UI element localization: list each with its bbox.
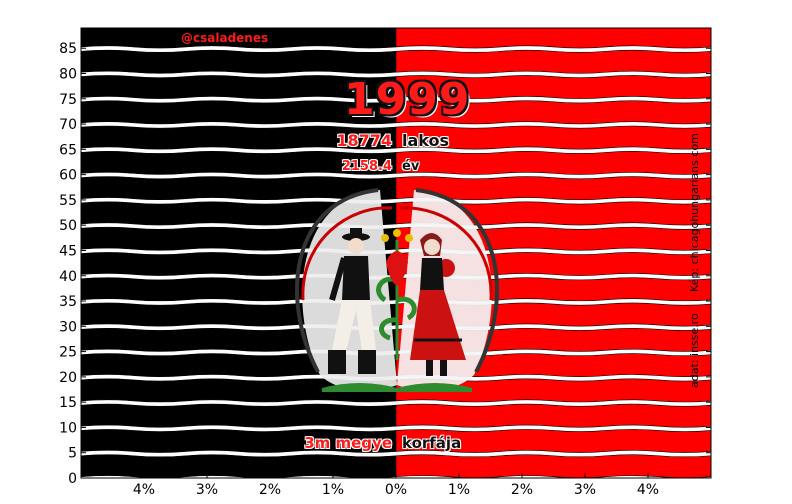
y-tick-label: 15 [59,395,77,411]
bar-right-age-10 [395,403,711,428]
y-tick-label: 65 [59,142,77,158]
bar-right-age-55 [395,176,711,201]
bar-right-age-5 [395,429,711,453]
bar-right-age-75 [395,75,711,99]
bar-right-age-65 [395,125,711,150]
population-unit: lakos [402,131,450,150]
data-credit: adat: insse.ro [688,313,701,388]
y-tick-label: 20 [59,370,77,386]
y-tick-label: 40 [59,269,77,285]
y-axis: 0 5 10 15 20 25 30 35 40 45 50 55 60 65 70 75 80 85 [59,41,711,487]
image-credit: Kép: chicagohungarians.com [688,133,701,292]
bar-right-age-15 [395,378,711,403]
x-tick-label: 3% [574,482,596,498]
x-tick-label: 2% [259,482,281,498]
y-tick-label: 85 [59,41,77,57]
y-tick-label: 50 [59,218,77,234]
caption-right: korfája [402,434,462,452]
bar-left-age-0 [81,454,397,478]
y-tick-label: 10 [59,420,77,436]
y-tick-label: 60 [59,168,77,184]
bar-left-age-80 [81,49,397,74]
y-tick-label: 35 [59,294,77,310]
y-tick-label: 0 [68,471,77,487]
y-tick-label: 5 [68,446,77,462]
y-tick-label: 45 [59,243,77,259]
bar-left-age-10 [81,403,397,428]
y-tick-label: 55 [59,193,77,209]
bar-right-age-85 [395,28,711,49]
x-tick-label: 1% [322,482,344,498]
x-tick-label: 4% [637,482,659,498]
chart-title-year: 1999 [344,74,471,125]
population-value: 18774 [336,131,392,150]
x-tick-label: 3% [196,482,218,498]
x-tick-label: 2% [511,482,533,498]
y-tick-label: 30 [59,319,77,335]
bar-right-age-70 [395,100,711,125]
bar-right-age-0 [395,454,711,478]
y-tick-label: 70 [59,117,77,133]
y-tick-label: 80 [59,67,77,83]
bar-right-age-80 [395,49,711,74]
x-tick-label: 4% [133,482,155,498]
y-tick-label: 75 [59,92,77,108]
y-tick-label: 25 [59,345,77,361]
x-axis: 4% 3% 2% 1% 0% 1% 2% 3% 4% [133,473,659,498]
bar-right-age-60 [395,150,711,175]
mean-age-value: 2158.4 [341,159,392,174]
handle-label: @csaladenes [181,31,269,45]
folk-couple-emblem-icon [295,188,499,392]
x-tick-label: 0% [385,482,407,498]
mean-age-unit: év [402,159,420,174]
x-tick-label: 1% [448,482,470,498]
caption-left: 3m megye [304,434,392,452]
